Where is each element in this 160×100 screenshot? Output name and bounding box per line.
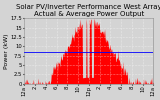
Y-axis label: Power (kW): Power (kW) bbox=[4, 33, 9, 69]
Title: Solar PV/Inverter Performance West Array
Actual & Average Power Output: Solar PV/Inverter Performance West Array… bbox=[16, 4, 160, 17]
